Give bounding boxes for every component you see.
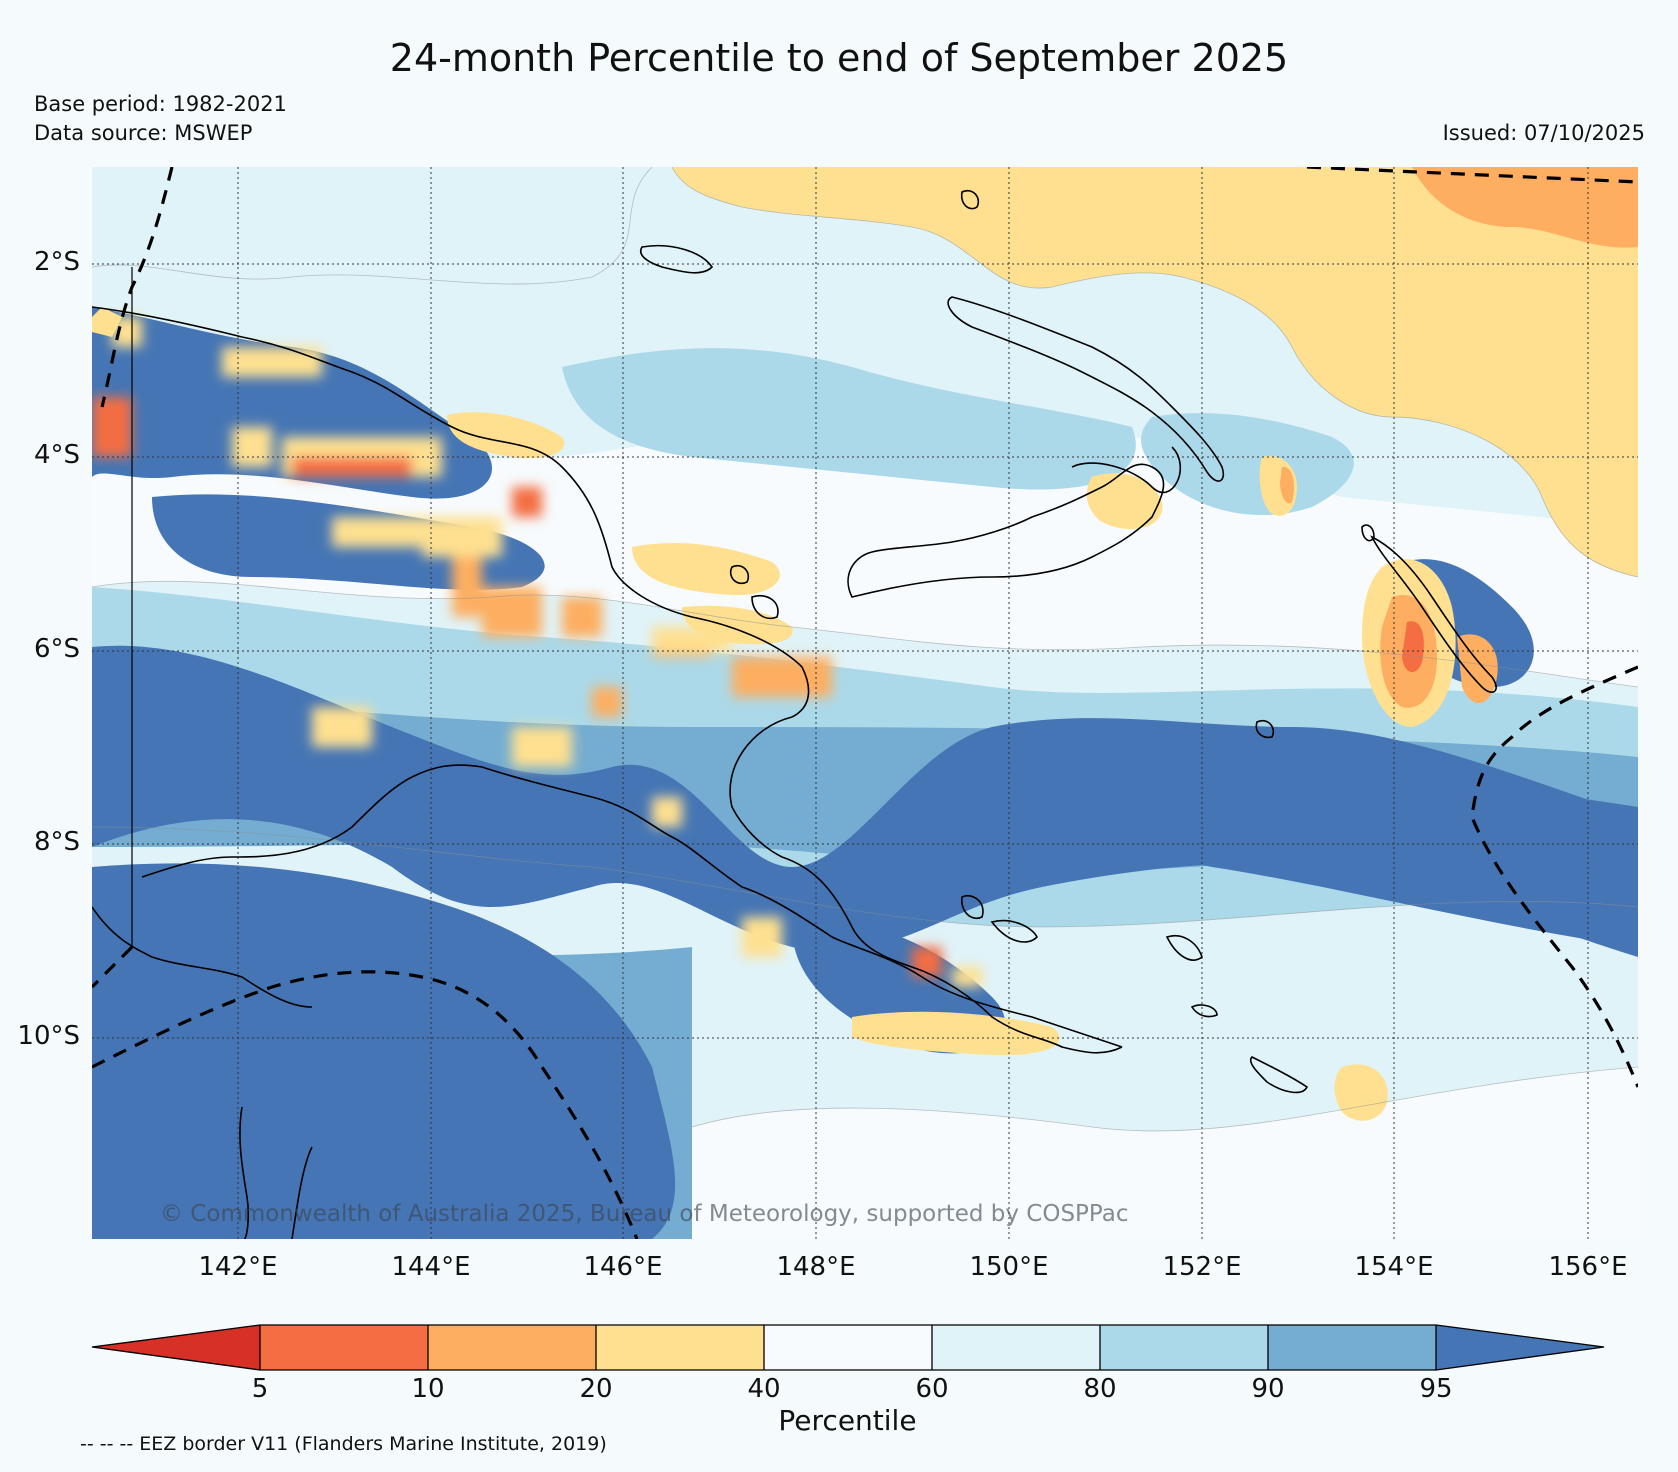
colorbar-tick: 60 — [915, 1374, 949, 1404]
lon-label-144e: 144°E — [391, 1252, 471, 1282]
colorbar-tick: 5 — [251, 1374, 269, 1404]
eez-borders — [92, 167, 1638, 1239]
colorbar-tick: 80 — [1083, 1374, 1117, 1404]
colorbar-segment-60-80 — [932, 1325, 1100, 1370]
colorbar-tick: 20 — [579, 1374, 613, 1404]
lon-label-146e: 146°E — [583, 1252, 663, 1282]
colorbar-tick: 10 — [411, 1374, 445, 1404]
colorbar-segment-below-5 — [92, 1325, 260, 1370]
lon-label-154e: 154°E — [1354, 1252, 1434, 1282]
colorbar-title: Percentile — [778, 1404, 917, 1437]
data-source: Data source: MSWEP — [34, 121, 253, 145]
contour-lines — [92, 167, 1638, 1132]
copyright-notice: © Commonwealth of Australia 2025, Bureau… — [160, 1201, 1129, 1227]
lat-label-6s: 6°S — [33, 634, 80, 664]
lat-label-2s: 2°S — [33, 247, 80, 277]
colorbar-tick: 40 — [747, 1374, 781, 1404]
lon-label-142e: 142°E — [198, 1252, 278, 1282]
percentile-map — [92, 167, 1638, 1239]
lon-label-156e: 156°E — [1548, 1252, 1628, 1282]
lat-label-10s: 10°S — [17, 1021, 80, 1051]
percentile-fields — [92, 167, 1638, 1239]
colorbar-segment-above-95 — [1436, 1325, 1604, 1370]
map-title: 24-month Percentile to end of September … — [389, 36, 1289, 80]
graticule — [92, 167, 1638, 1239]
lon-label-148e: 148°E — [776, 1252, 856, 1282]
colorbar-tick: 90 — [1251, 1374, 1285, 1404]
colorbar — [91, 1324, 1605, 1371]
colorbar-segment-5-10 — [260, 1325, 428, 1370]
lon-label-150e: 150°E — [969, 1252, 1049, 1282]
coastlines — [92, 189, 1497, 1239]
colorbar-tick: 95 — [1419, 1374, 1453, 1404]
colorbar-segment-80-90 — [1100, 1325, 1268, 1370]
colorbar-segment-10-20 — [428, 1325, 596, 1370]
issued-date: Issued: 07/10/2025 — [1442, 121, 1645, 145]
lon-label-152e: 152°E — [1162, 1252, 1242, 1282]
lat-label-4s: 4°S — [33, 440, 80, 470]
eez-legend-note: -- -- -- EEZ border V11 (Flanders Marine… — [80, 1433, 607, 1455]
base-period: Base period: 1982-2021 — [34, 92, 287, 116]
colorbar-segment-40-60 — [764, 1325, 932, 1370]
map-canvas — [92, 167, 1638, 1239]
colorbar-segment-20-40 — [596, 1325, 764, 1370]
colorbar-segment-90-95 — [1268, 1325, 1436, 1370]
lat-label-8s: 8°S — [33, 827, 80, 857]
